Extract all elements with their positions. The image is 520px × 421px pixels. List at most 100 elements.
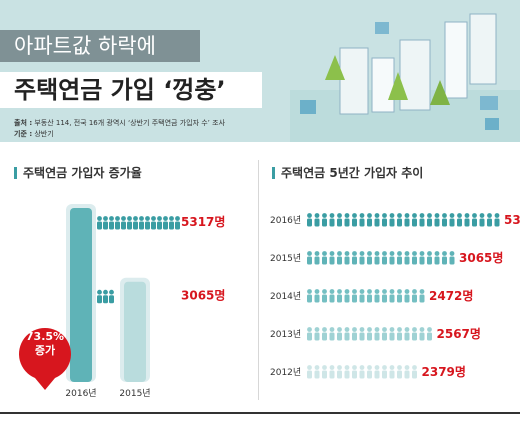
person-icon <box>412 213 417 227</box>
person-icon <box>419 289 425 303</box>
person-icon <box>412 289 417 303</box>
year-label: 2015년 <box>270 253 301 264</box>
person-icon <box>109 289 114 304</box>
person-icon <box>139 216 144 230</box>
person-icon <box>404 213 410 227</box>
source-note: 출처 : 부동산 114, 전국 16개 광역시 ‘상반기 주택연금 가입자 수… <box>14 118 225 128</box>
year-label: 2013년 <box>270 329 301 340</box>
person-icon <box>314 365 320 379</box>
header-banner: 아파트값 하락에 주택연금 가입 ‘껑충’ 출처 : 부동산 114, 전국 1… <box>0 0 520 142</box>
person-icon <box>404 327 410 341</box>
person-icon <box>344 365 350 379</box>
person-icon <box>344 251 350 265</box>
increase-label: 증가 <box>34 344 56 357</box>
person-icon <box>434 213 440 227</box>
person-icon <box>404 365 410 379</box>
basis-label: 기준 : <box>14 130 33 138</box>
person-icon <box>449 213 455 227</box>
person-icon <box>487 213 492 227</box>
person-icon <box>389 251 395 265</box>
person-icon <box>344 289 350 303</box>
left-bar-chart: 2016년 5317명 2015년 3065명 <box>65 204 225 399</box>
person-icon <box>329 327 335 341</box>
person-icon <box>115 216 120 230</box>
person-icon <box>352 365 357 379</box>
right-panel-title-text: 주택연금 5년간 가입자 추이 <box>281 166 424 180</box>
person-icon <box>419 327 425 341</box>
person-icon <box>367 251 372 265</box>
value-label: 5317명 <box>504 213 520 227</box>
person-icon <box>307 327 312 341</box>
person-icon <box>97 289 102 304</box>
person-icon <box>404 289 410 303</box>
person-icon <box>103 289 108 304</box>
person-icon <box>397 289 402 303</box>
person-icon <box>97 216 102 230</box>
person-icon <box>127 216 132 230</box>
person-icon <box>404 251 410 265</box>
person-icon <box>103 216 108 230</box>
person-icon <box>389 289 395 303</box>
person-icon <box>389 327 395 341</box>
person-icon <box>307 365 312 379</box>
person-icon <box>397 251 402 265</box>
right-panel-title: 주택연금 5년간 가입자 추이 <box>272 164 423 181</box>
person-icon <box>151 216 156 230</box>
bottom-rule <box>0 412 520 414</box>
person-icon <box>449 251 455 265</box>
value-label: 3065명 <box>459 251 503 265</box>
person-icon <box>374 365 380 379</box>
title-line-1: 아파트값 하락에 <box>0 30 200 62</box>
person-icon <box>397 365 402 379</box>
person-icon <box>389 213 395 227</box>
person-icon <box>382 289 387 303</box>
person-icon <box>374 213 380 227</box>
person-icon <box>479 213 485 227</box>
person-icon <box>367 327 372 341</box>
person-icon <box>382 327 387 341</box>
person-icon <box>427 251 432 265</box>
person-icon <box>382 251 387 265</box>
person-icon <box>419 213 425 227</box>
source-label: 출처 : <box>14 119 33 127</box>
year-label: 2016년 <box>270 215 301 226</box>
person-icon <box>367 289 372 303</box>
person-icon <box>322 289 327 303</box>
person-icon <box>322 365 327 379</box>
person-icon <box>344 327 350 341</box>
person-icon <box>329 251 335 265</box>
basis-text: 상반기 <box>34 130 54 138</box>
person-icon <box>314 251 320 265</box>
person-icon <box>367 213 372 227</box>
person-icon <box>457 213 462 227</box>
person-icon <box>314 327 320 341</box>
person-icon <box>442 251 447 265</box>
x-tick-label: 2015년 <box>119 388 150 399</box>
person-icon <box>169 216 174 230</box>
person-icon <box>374 251 380 265</box>
value-label: 2472명 <box>429 289 473 303</box>
person-icon <box>337 327 342 341</box>
person-icon <box>472 213 477 227</box>
person-icon <box>337 365 342 379</box>
increase-bubble-text: 73.5% 증가 <box>10 330 80 358</box>
value-label: 2379명 <box>422 365 466 379</box>
increase-value: 73.5% <box>25 330 65 343</box>
person-icon <box>322 327 327 341</box>
person-icon <box>175 216 180 230</box>
value-label: 5317명 <box>181 215 225 229</box>
city-illustration <box>290 13 520 142</box>
year-label: 2014년 <box>270 291 301 302</box>
person-icon <box>322 251 327 265</box>
person-icon <box>397 327 402 341</box>
person-icon <box>359 365 365 379</box>
person-icon <box>337 213 342 227</box>
person-icon <box>442 213 447 227</box>
left-panel-title: 주택연금 가입자 증가율 <box>14 164 142 181</box>
value-label: 2567명 <box>437 327 481 341</box>
person-icon <box>359 289 365 303</box>
bar <box>124 281 146 382</box>
person-icon <box>314 289 320 303</box>
person-icon <box>145 216 150 230</box>
